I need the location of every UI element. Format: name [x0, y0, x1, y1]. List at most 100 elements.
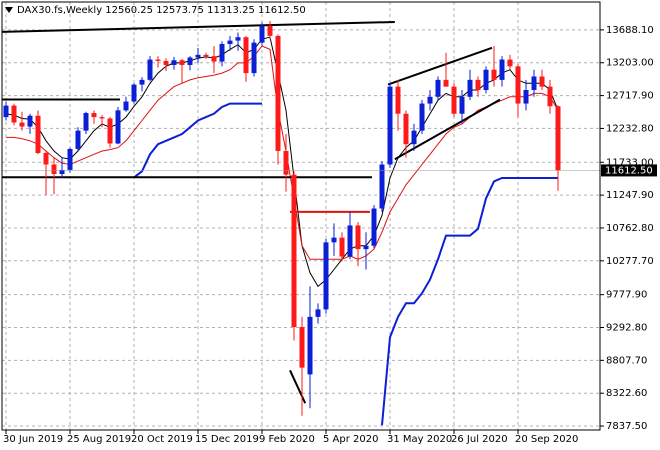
candle-body [507, 59, 513, 67]
chart-title: DAX30.fs,Weekly 12560.25 12573.75 11313.… [17, 5, 306, 16]
grid-layer [2, 2, 600, 430]
y-tick-label: 12232.80 [606, 123, 654, 134]
x-tick-label: 25 Aug 2019 [67, 434, 131, 445]
x-tick-label: 20 Sep 2020 [515, 434, 578, 445]
candle-body [547, 86, 553, 107]
candle-body [259, 25, 265, 43]
indicator-line [133, 102, 558, 426]
trendline [1, 20, 395, 33]
candle-body [123, 101, 129, 111]
candle-body [139, 79, 145, 85]
y-tick-label: 8807.70 [606, 355, 647, 366]
trendline [394, 98, 501, 161]
candle-body [395, 86, 401, 114]
candle-body [315, 309, 321, 317]
candle-body [11, 105, 17, 123]
candle-body [523, 90, 529, 104]
candle-body [163, 60, 169, 65]
candle-body [91, 113, 97, 118]
y-tick-label: 10762.80 [606, 223, 654, 234]
candle-body [275, 35, 281, 151]
candle-body [179, 60, 185, 65]
y-tick-label: 8322.60 [606, 388, 647, 399]
candle-body [363, 245, 369, 250]
candle-body [203, 54, 209, 57]
candle-body [59, 169, 65, 174]
plot-frame [1, 1, 601, 431]
mark-layer [1, 20, 600, 426]
candle-body [443, 79, 449, 87]
candle-body [195, 54, 201, 58]
candle-body [323, 242, 329, 310]
candle-body [411, 130, 417, 145]
candle-body [227, 40, 233, 44]
last-price-box [601, 164, 657, 177]
candle-body [355, 225, 361, 250]
candle-body [27, 115, 33, 127]
x-tick-label: 31 May 2020 [387, 434, 452, 445]
candle-body [379, 164, 385, 209]
candle-body [331, 237, 337, 243]
x-tick-label: 20 Oct 2019 [131, 434, 193, 445]
candle-body [419, 103, 425, 131]
y-tick-label: 9292.80 [606, 322, 647, 333]
x-tick-label: 30 Jun 2019 [3, 434, 63, 445]
y-tick-label: 9777.90 [606, 290, 647, 301]
candle-body [251, 42, 257, 74]
candle-body [211, 56, 217, 62]
x-tick-label: 5 Apr 2020 [323, 434, 378, 445]
candle-body [115, 110, 121, 144]
candle-body [475, 79, 481, 91]
candle-body [67, 148, 73, 170]
y-tick-label: 12717.90 [606, 91, 654, 102]
x-tick-label: 15 Dec 2019 [195, 434, 259, 445]
candle-body [403, 113, 409, 145]
candle-body [147, 59, 153, 80]
candle-body [83, 113, 89, 131]
y-tick-label: 11733.00 [606, 157, 654, 168]
candle-body [75, 130, 81, 149]
candle-body [243, 37, 249, 74]
candle-body [307, 316, 313, 375]
y-tick-label: 11247.90 [606, 190, 654, 201]
x-tick-label: 9 Feb 2020 [259, 434, 315, 445]
trendline [387, 46, 493, 86]
candle-body [483, 69, 489, 91]
candle-body [43, 152, 49, 165]
candle-body [371, 208, 377, 246]
candle-body [555, 106, 561, 171]
y-tick-label: 7837.50 [606, 421, 647, 432]
last-price-label: 11612.50 [605, 165, 653, 176]
candle-body [467, 79, 473, 97]
y-tick-label: 13688.10 [606, 25, 654, 36]
x-tick-label: 26 Jul 2020 [451, 434, 508, 445]
candle-body [131, 84, 137, 102]
candle-body [435, 79, 441, 97]
candle-body [491, 69, 497, 80]
candle-body [187, 57, 193, 65]
candle-body [499, 59, 505, 80]
candle-body [283, 150, 289, 175]
candle-body [291, 174, 297, 328]
candle-body [531, 76, 537, 91]
candle-body [539, 76, 545, 87]
header-icon [5, 7, 13, 13]
candle-body [35, 115, 41, 153]
y-tick-label: 10277.70 [606, 256, 654, 267]
candle-body [19, 122, 25, 127]
candle-body [339, 237, 345, 257]
candle-body [219, 43, 225, 62]
candle-body [51, 164, 57, 174]
candle-body [235, 37, 241, 41]
indicator-line [6, 45, 559, 260]
candle-body [427, 96, 433, 104]
y-tick-label: 13203.00 [606, 58, 654, 69]
candle-body [515, 66, 521, 104]
candle-body [451, 86, 457, 114]
candle-body [347, 225, 353, 257]
candle-body [299, 327, 305, 368]
candle-body [107, 118, 113, 144]
candle-body [267, 25, 273, 36]
